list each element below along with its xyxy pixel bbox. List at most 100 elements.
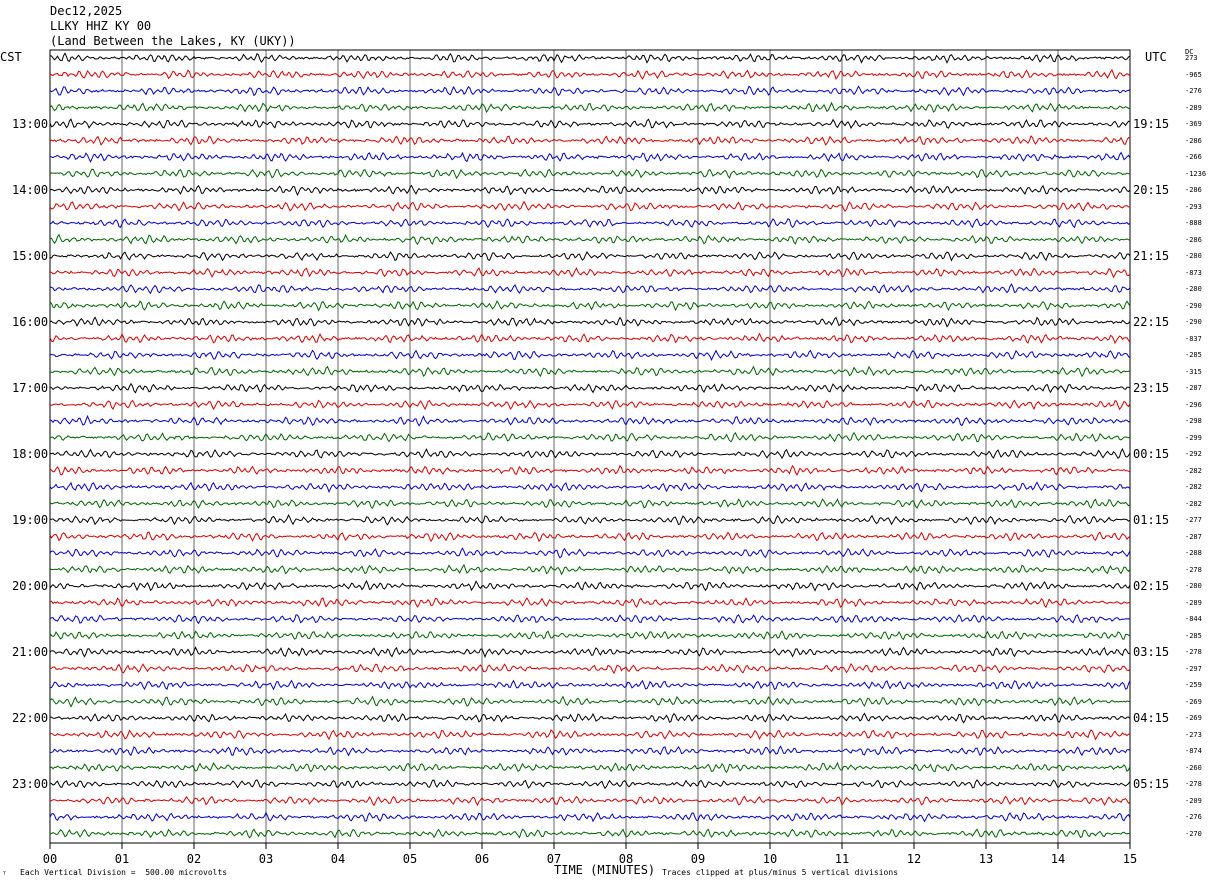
dc-offset-label: -277 [1185,516,1202,524]
trace-line [49,695,1131,708]
trace-line [49,52,1131,64]
x-tick-label: 05 [402,852,418,866]
trace-line [49,316,1131,328]
trace-line [49,431,1131,443]
dc-offset-label: -278 [1185,565,1202,574]
dc-offset-label: -288 [1185,549,1202,557]
x-tick-label: 07 [546,852,562,866]
trace-line [50,795,1131,807]
dc-offset-label: -873 [1185,268,1202,277]
clip-note: Traces clipped at plus/minus 5 vertical … [662,868,899,877]
left-hour-label: 18:00 [12,447,49,461]
dc-offset-label: -874 [1185,747,1202,755]
left-hour-label: 21:00 [12,645,49,659]
trace-line [49,745,1131,757]
x-tick-label: 10 [762,852,778,866]
x-tick-label: 09 [690,852,706,866]
x-tick-label: 14 [1050,852,1066,866]
x-tick-label: 03 [258,852,274,866]
trace-line [49,218,1131,229]
dc-offset-label: -1236 [1185,169,1207,178]
trace-line [49,614,1131,625]
dc-offset-label: -276 [1185,813,1202,821]
header-location: (Land Between the Lakes, KY (UKY)) [50,34,296,48]
left-hour-label: 16:00 [12,315,49,329]
trace-line [49,332,1131,345]
dc-offset-label: -287 [1185,384,1202,392]
trace-line [49,266,1131,279]
dc-offset-label: -276 [1185,87,1202,95]
dc-offset-label: -888 [1185,219,1202,227]
right-hour-label: 00:15 [1133,447,1170,461]
dc-label: DC [1185,48,1194,56]
trace-line [49,68,1131,80]
right-hour-label: 02:15 [1133,579,1170,593]
dc-offset-label: -297 [1185,664,1202,673]
right-hour-label: 23:15 [1133,381,1170,395]
dc-offset-label: -290 [1185,301,1202,310]
left-hour-label: 15:00 [12,249,49,263]
dc-offset-label: -298 [1185,417,1202,425]
trace-line [49,283,1131,295]
x-tick-label: 12 [906,852,922,866]
dc-offset-label: -259 [1185,681,1202,689]
x-axis-label: TIME (MINUTES) [554,863,656,877]
header-date: Dec12,2025 [50,4,123,18]
trace-line [49,531,1131,543]
x-tick-label: 06 [474,852,490,866]
x-tick-label: 15 [1122,852,1138,866]
dc-offset-label: -290 [1185,318,1202,326]
dc-offset-label: -273 [1185,730,1202,739]
dc-offset-label: -282 [1185,466,1202,475]
trace-line [49,365,1131,378]
trace-line [49,630,1131,641]
right-hour-label: 01:15 [1133,513,1170,527]
trace-line [49,233,1131,246]
left-hour-label: 19:00 [12,513,49,527]
dc-offset-label: -286 [1185,186,1202,194]
dc-offset-label: -278 [1185,648,1202,656]
right-hour-label: 05:15 [1133,777,1170,791]
trace-line [49,118,1131,130]
dc-offset-label: -299 [1185,433,1202,442]
dc-offset-label: -260 [1185,763,1202,772]
dc-offset-label: -315 [1185,367,1202,376]
dc-offset-label: -844 [1185,615,1202,623]
trace-line [49,250,1131,262]
trace-line [49,135,1131,146]
left-hour-label: 17:00 [12,381,49,395]
dc-offset-label: -285 [1185,351,1202,359]
scale-note: Each Vertical Division = 500.00 microvol… [20,868,228,877]
dc-offset-label: -369 [1185,120,1202,128]
trace-line [49,184,1131,197]
trace-line [49,448,1131,460]
dc-offset-label: -209 [1185,796,1202,805]
dc-offset-label: -292 [1185,450,1202,458]
dc-offset-label: -278 [1185,780,1202,788]
trace-line [49,101,1131,114]
dc-offset-label: -287 [1185,532,1202,541]
trace-line [49,646,1131,659]
dc-offset-label: -285 [1185,631,1202,640]
dc-offset-label: 273 [1185,54,1198,62]
dc-offset-label: -269 [1185,714,1202,722]
left-hour-label: 20:00 [12,579,49,593]
trace-line [49,481,1131,493]
dc-offset-label: -280 [1185,252,1202,260]
trace-line [49,828,1131,839]
trace-line [49,85,1131,97]
dc-offset-label: -269 [1185,697,1202,706]
right-hour-label: 22:15 [1133,315,1170,329]
right-axis-label: UTC [1145,50,1167,64]
trace-line [49,464,1131,477]
trace-line [49,729,1131,741]
right-hour-label: 21:15 [1133,249,1170,263]
x-tick-label: 04 [330,852,346,866]
plot-frame [49,49,1131,844]
dc-offset-label: -270 [1185,829,1202,838]
left-hour-label: 22:00 [12,711,49,725]
x-tick-label: 13 [978,852,994,866]
trace-line [49,349,1131,362]
dc-offset-label: -266 [1185,153,1202,161]
